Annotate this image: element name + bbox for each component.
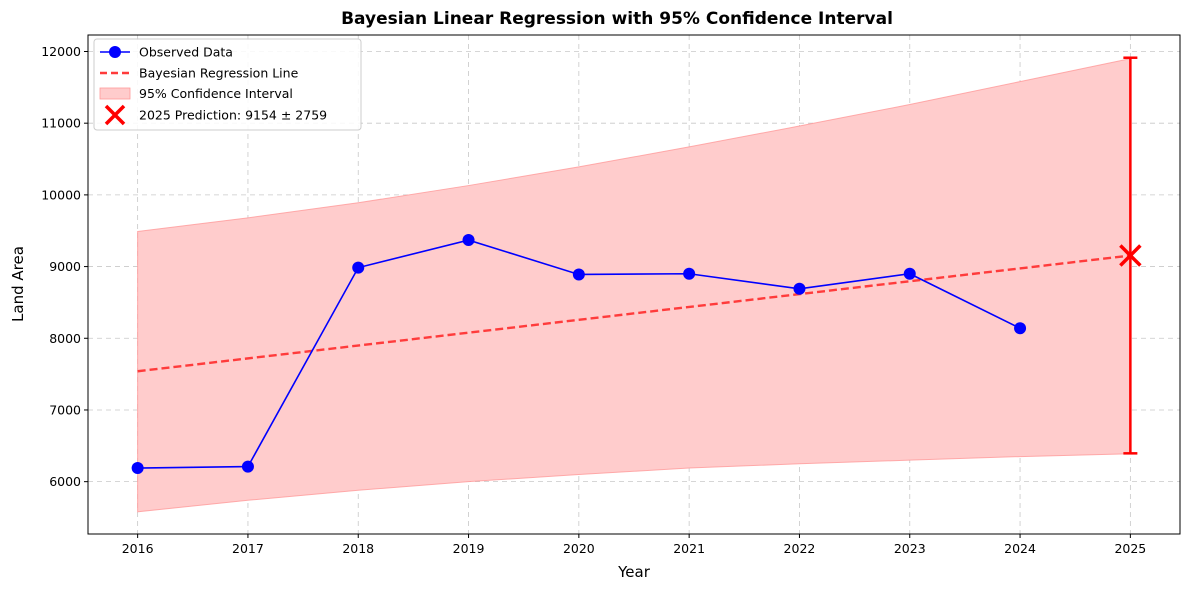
x-axis: 2016 2017 2018 2019 2020 2021 2022 2023 2024 2025 <box>122 534 1146 556</box>
x-tick-label: 2024 <box>1004 541 1036 556</box>
y-tick-label: 7000 <box>49 402 81 417</box>
observed-point <box>352 261 365 274</box>
regression-line-group <box>137 254 1131 373</box>
x-tick-label: 2016 <box>122 541 154 556</box>
y-tick-label: 8000 <box>49 331 81 346</box>
y-tick-label: 10000 <box>41 187 81 202</box>
legend-observed-label: Observed Data <box>139 45 233 60</box>
prediction-marker-stroke-b <box>1119 244 1142 267</box>
x-tick-label: 2019 <box>453 541 485 556</box>
y-tick-label: 6000 <box>49 474 81 489</box>
observed-series-group <box>131 234 1027 475</box>
observed-point <box>903 267 916 280</box>
observed-point <box>572 268 585 281</box>
legend-regression-label: Bayesian Regression Line <box>139 66 299 81</box>
x-tick-label: 2018 <box>342 541 374 556</box>
chart-title: Bayesian Linear Regression with 95% Conf… <box>341 9 893 29</box>
observed-point <box>683 267 696 280</box>
legend-ci-swatch <box>99 87 131 100</box>
observed-point <box>1014 322 1027 335</box>
x-tick-label: 2025 <box>1114 541 1146 556</box>
observed-point <box>462 234 475 247</box>
y-tick-label: 9000 <box>49 259 81 274</box>
y-tick-label: 11000 <box>41 116 81 131</box>
legend-prediction-label: 2025 Prediction: 9154 ± 2759 <box>139 108 327 123</box>
legend-prediction-marker <box>104 104 126 126</box>
observed-point <box>131 462 144 475</box>
y-axis-label: Land Area <box>9 246 27 322</box>
legend: Observed Data Bayesian Regression Line 9… <box>93 38 362 131</box>
y-tick-label: 12000 <box>41 44 81 59</box>
x-tick-label: 2020 <box>563 541 595 556</box>
plot-area <box>87 34 1181 535</box>
x-tick-label: 2022 <box>784 541 816 556</box>
legend-observed-marker <box>109 46 121 58</box>
legend-ci-label: 95% Confidence Interval <box>139 86 293 101</box>
legend-box <box>93 38 362 131</box>
y-axis: 6000 7000 8000 9000 10000 11000 12000 <box>41 44 88 489</box>
observed-point <box>241 460 254 473</box>
prediction-group <box>1119 56 1142 455</box>
x-tick-label: 2023 <box>894 541 926 556</box>
regression-line <box>137 254 1131 373</box>
x-axis-label: Year <box>617 563 651 581</box>
x-tick-label: 2021 <box>673 541 705 556</box>
observed-point <box>793 282 806 295</box>
x-tick-label: 2017 <box>232 541 264 556</box>
